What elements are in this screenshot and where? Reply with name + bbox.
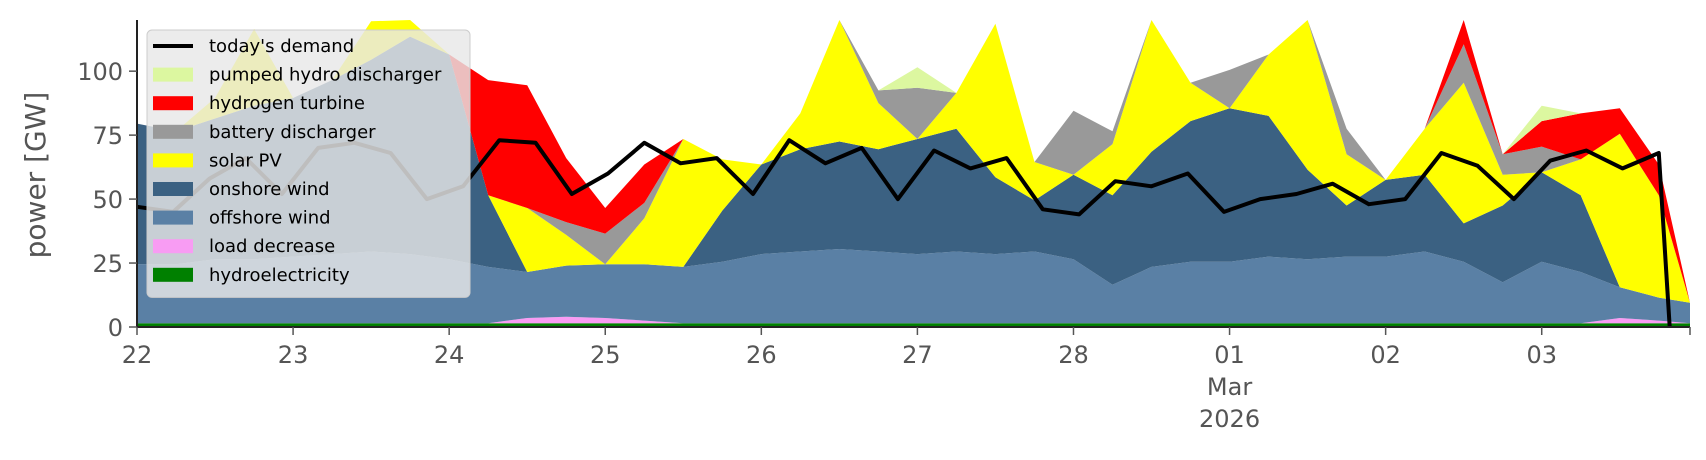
- y-tick-label: 75: [92, 122, 123, 150]
- legend-label: solar PV: [209, 150, 282, 171]
- y-tick-label: 0: [108, 314, 123, 342]
- legend-label: onshore wind: [209, 179, 330, 200]
- y-tick-label: 100: [77, 58, 123, 86]
- legend-label: offshore wind: [209, 208, 331, 229]
- legend-label: today's demand: [209, 36, 354, 57]
- area-hydrogen-turbine: [137, 20, 1690, 303]
- area-pumped-hydro-discharger: [137, 20, 1690, 303]
- y-tick-label: 50: [92, 186, 123, 214]
- legend-label: hydrogen turbine: [209, 93, 365, 114]
- stacked-areas: [137, 20, 1690, 327]
- x-tick-label: 26: [746, 341, 777, 369]
- x-tick-label: 24: [434, 341, 465, 369]
- x-tick-label: 02: [1370, 341, 1401, 369]
- legend-swatch: [153, 96, 193, 111]
- x-tick-sublabel-month: Mar: [1207, 373, 1252, 401]
- legend-swatch: [153, 153, 193, 168]
- legend-label: load decrease: [209, 236, 335, 257]
- x-tick-label: 01: [1214, 341, 1245, 369]
- x-tick-label: 27: [902, 341, 933, 369]
- y-tick-label: 25: [92, 250, 123, 278]
- legend-swatch: [153, 210, 193, 225]
- legend-swatch: [153, 67, 193, 82]
- axes: 0 25 50 75 100 22 23 24 25 26 27 28 01 Mar 2026 02 03: [77, 20, 1691, 433]
- y-axis-label: power [GW]: [19, 92, 52, 259]
- legend-swatch: [153, 239, 193, 254]
- legend-box: [146, 29, 471, 298]
- area-solar-pv: [137, 20, 1690, 303]
- area-onshore-wind: [137, 36, 1690, 303]
- x-tick-label: 23: [278, 341, 309, 369]
- legend-swatch: [153, 267, 193, 282]
- area-offshore-wind: [137, 249, 1690, 324]
- x-tick-label: 03: [1526, 341, 1557, 369]
- x-tick-sublabel-year: 2026: [1199, 405, 1260, 433]
- legend-label: hydroelectricity: [209, 265, 350, 286]
- legend-label: pumped hydro discharger: [209, 65, 442, 86]
- area-load-decrease: [137, 316, 1690, 324]
- legend-label: battery discharger: [209, 122, 376, 143]
- x-tick-label: 22: [122, 341, 153, 369]
- x-tick-label: 28: [1058, 341, 1089, 369]
- legend-swatch: [153, 182, 193, 196]
- x-tick-label: 25: [590, 341, 621, 369]
- legend-swatch: [153, 124, 193, 139]
- legend: today's demand pumped hydro discharger hyd…: [146, 29, 471, 298]
